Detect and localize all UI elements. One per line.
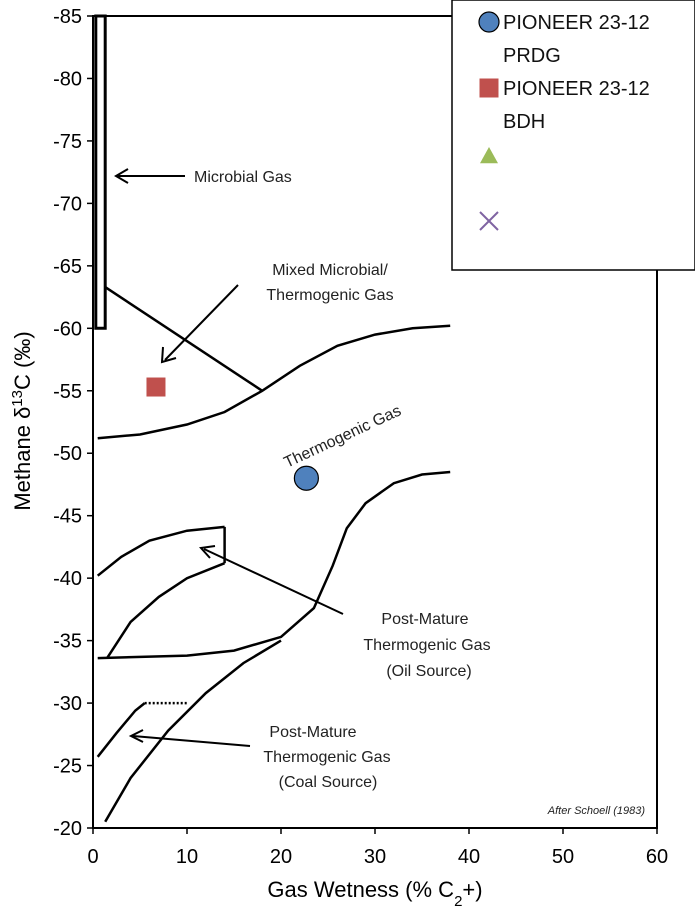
y-axis-ticks: -20 -25 -30 -35 -40 -45 -50 -55 -60 -65 -70 -75 -80 -… [53,6,93,840]
x-tick-label: 30 [364,846,386,868]
annotation-pm-coal-line2: Thermogenic Gas [263,749,390,766]
x-tick-label: 40 [458,846,480,868]
x-tick-label: 20 [270,846,292,868]
boundary-oil-box-bottom [106,562,226,659]
classification-boundaries [94,14,451,823]
y-axis-title: Methane δ13C (‰) [9,331,36,510]
x-axis-title: Gas Wetness (% C2+) [267,877,482,907]
legend-marker-circle [478,11,500,33]
legend-label: PIONEER 23-12 [503,78,650,100]
legend-marker-x [479,211,499,231]
boundary-mixed-line [104,286,263,392]
annotation-pm-oil-line2: Thermogenic Gas [363,637,490,654]
microbial-arrow-head [114,168,129,184]
legend-marker-square [479,78,499,98]
y-tick-label: -55 [53,381,82,403]
y-tick-label: -75 [53,131,82,153]
y-tick-label: -70 [53,193,82,215]
annotation-pm-oil-line3: (Oil Source) [386,663,471,680]
coal-arrow-shaft [132,735,251,747]
annotation-mixed-line1: Mixed Microbial/ [272,262,388,279]
annotation-pm-oil-line1: Post-Mature [381,611,468,628]
y-tick-label: -80 [53,68,82,90]
annotation-pm-coal-line3: (Coal Source) [279,774,378,791]
oil-arrow-shaft [203,548,344,615]
legend-label: PRDG [503,45,561,67]
oil-arrow-head [199,545,216,559]
boundary-oil-box-top [96,525,225,577]
x-tick-label: 50 [552,846,574,868]
y-tick-label: -35 [53,631,82,653]
mixed-arrow-head [160,346,177,364]
data-points [146,377,319,491]
boundary-coal-box-lower [104,639,282,823]
legend-box [451,0,695,271]
x-axis-ticks: 0 10 20 30 40 50 60 [87,828,668,868]
legend-marker-triangle [480,147,498,164]
y-tick-label: -85 [53,6,82,28]
boundary-thermogenic-lower [97,470,451,660]
y-tick-label: -45 [53,506,82,528]
legend: PIONEER 23-12 PRDG PIONEER 23-12 BDH [451,0,695,271]
credit-text: After Schoell (1983) [547,805,646,817]
y-tick-label: -40 [53,568,82,590]
annotation-microbial: Microbial Gas [194,169,292,186]
y-tick-label: -50 [53,443,82,465]
boundary-thermogenic-upper [97,324,451,440]
x-tick-label: 0 [87,846,98,868]
annotation-pm-coal-line1: Post-Mature [269,724,356,741]
annotation-thermogenic: Thermogenic Gas [282,402,404,471]
data-point-circle [293,465,319,491]
annotation-mixed-line2: Thermogenic Gas [266,287,393,304]
mixed-arrow-shaft [164,284,239,361]
y-tick-label: -20 [53,818,82,840]
boundary-coal-box-top [96,702,146,758]
legend-label: PIONEER 23-12 [503,12,650,34]
y-tick-label: -60 [53,318,82,340]
annotation-arrows [114,168,344,747]
data-point-square [146,377,166,397]
x-tick-label: 60 [646,846,668,868]
x-tick-label: 10 [176,846,198,868]
coal-arrow-head [128,729,144,743]
y-tick-label: -30 [53,693,82,715]
y-tick-label: -65 [53,256,82,278]
boundary-microbial-box [94,14,107,330]
y-tick-label: -25 [53,756,82,778]
legend-label: BDH [503,111,545,133]
